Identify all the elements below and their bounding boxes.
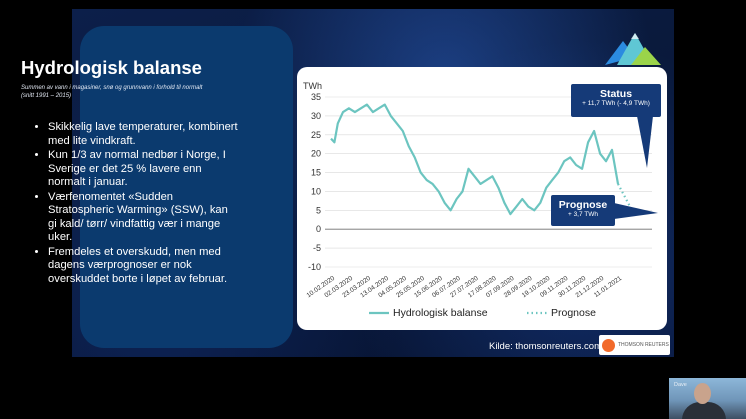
forecast-callout-title: Prognose [558, 199, 608, 211]
person-head [694, 383, 711, 404]
bullet-item: Kun 1/3 av normal nedbør i Norge, I Sver… [48, 149, 238, 190]
slide-subtitle: Summen av vann i magasiner, snø og grunn… [21, 85, 203, 99]
y-tick-label: 25 [311, 130, 321, 140]
presentation-slide: TWh 35 30 25 20 15 10 5 0 -5 -10 10.02.2020 02.03.20… [72, 9, 674, 357]
y-tick-label: -10 [308, 262, 321, 272]
thomson-reuters-logo-text: THOMSON REUTERS [618, 342, 669, 348]
y-tick-label: 10 [311, 186, 321, 196]
series-line [617, 183, 637, 215]
y-tick-label: 0 [316, 224, 321, 234]
source-credit: Kilde: thomsonreuters.com [489, 341, 602, 352]
forecast-callout-text: + 3,7 TWh [567, 211, 599, 218]
y-tick-label: 30 [311, 111, 321, 121]
line-chart: TWh35302520151050-5-1010.02.202002.03.20… [303, 81, 652, 319]
webcam-label: Dave [674, 382, 687, 388]
slide-title: Hydrologisk balanse [21, 57, 202, 78]
forecast-pointer [614, 203, 658, 219]
legend-label: Hydrologisk balanse [393, 307, 488, 319]
webcam-thumbnail[interactable]: Dave [669, 378, 746, 419]
text-panel [80, 26, 293, 348]
bullet-item: Skikkelig lave temperaturer, kombinert m… [48, 121, 238, 148]
status-callout-text: + 11,7 TWh (- 4,9 TWh) [582, 100, 650, 107]
y-tick-label: 5 [316, 205, 321, 215]
bullet-item: Fremdeles et overskudd, men med dagens v… [48, 246, 238, 287]
forecast-callout: Prognose + 3,7 TWh [551, 195, 615, 226]
y-tick-label: 35 [311, 92, 321, 102]
legend-label: Prognose [551, 307, 596, 319]
status-callout: Status + 11,7 TWh (- 4,9 TWh) [571, 84, 661, 117]
status-callout-title: Status [599, 88, 633, 100]
thomson-reuters-logo: THOMSON REUTERS [599, 335, 670, 355]
y-tick-label: 15 [311, 168, 321, 178]
y-tick-label: 20 [311, 149, 321, 159]
y-axis-label: TWh [303, 81, 322, 91]
series-line [330, 103, 620, 216]
status-pointer [637, 116, 653, 168]
thomson-reuters-circle-icon [602, 338, 615, 352]
bullet-list: Skikkelig lave temperaturer, kombinert m… [24, 121, 238, 287]
y-tick-label: -5 [313, 243, 321, 253]
person-body [682, 402, 726, 419]
mountain-logo-icon [605, 33, 661, 65]
bullet-item: Værfenomentet «Sudden Stratospheric Warm… [48, 191, 238, 245]
